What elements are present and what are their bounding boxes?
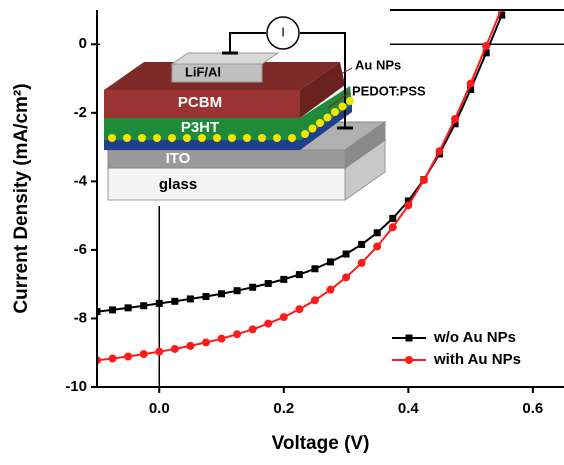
- au-np: [309, 125, 317, 133]
- layer-label: LiF/Al: [185, 64, 221, 79]
- marker: [358, 241, 365, 248]
- au-np: [123, 134, 131, 142]
- y-tick-label: -10: [65, 378, 87, 395]
- marker: [327, 286, 335, 294]
- marker: [156, 300, 163, 307]
- marker: [249, 325, 257, 333]
- marker: [109, 355, 117, 363]
- x-tick-label: 0.4: [398, 400, 420, 417]
- chart: LiF/Al PCBM P3HT ITO glass Au NPs PEDOT:…: [0, 0, 564, 460]
- marker: [125, 304, 132, 311]
- legend-label: w/o Au NPs: [433, 329, 516, 346]
- au-np: [243, 134, 251, 142]
- au-np: [331, 108, 339, 116]
- marker: [358, 259, 366, 267]
- marker: [109, 306, 116, 313]
- au-np: [258, 134, 266, 142]
- marker: [420, 176, 428, 184]
- au-np: [316, 119, 324, 127]
- marker: [342, 273, 350, 281]
- au-np: [339, 103, 347, 111]
- layer-label: glass: [159, 176, 197, 193]
- au-np: [168, 134, 176, 142]
- marker: [296, 271, 303, 278]
- x-tick-label: 0.6: [522, 400, 543, 417]
- au-np: [108, 134, 116, 142]
- layer-label: P3HT: [181, 119, 219, 136]
- marker: [234, 287, 241, 294]
- marker: [140, 350, 148, 358]
- marker: [311, 265, 318, 272]
- marker: [498, 4, 506, 12]
- marker: [373, 242, 381, 250]
- marker: [343, 251, 350, 258]
- device-inset: LiF/Al PCBM P3HT ITO glass Au NPs PEDOT:…: [100, 10, 426, 206]
- marker: [389, 223, 397, 231]
- marker: [374, 229, 381, 236]
- marker: [389, 215, 396, 222]
- au-np: [273, 134, 281, 142]
- marker: [187, 295, 194, 302]
- layer-label: PCBM: [178, 94, 222, 111]
- marker: [155, 348, 163, 356]
- au-np: [138, 134, 146, 142]
- marker: [280, 276, 287, 283]
- x-axis-label: Voltage (V): [272, 433, 370, 454]
- ito-front: [108, 150, 345, 168]
- annotation: Au NPs: [355, 57, 401, 72]
- marker: [295, 305, 303, 313]
- marker: [435, 147, 443, 155]
- marker: [124, 352, 132, 360]
- lif-top: [172, 53, 278, 64]
- marker: [171, 298, 178, 305]
- legend-label: with Au NPs: [433, 351, 521, 368]
- au-np: [228, 134, 236, 142]
- annotation: PEDOT:PSS: [352, 83, 426, 98]
- au-np: [301, 130, 309, 138]
- marker: [202, 338, 210, 346]
- y-tick-label: -8: [74, 309, 87, 326]
- x-tick-label: 0.0: [149, 400, 170, 417]
- marker: [467, 80, 475, 88]
- marker: [186, 342, 194, 350]
- layer-label: ITO: [166, 150, 191, 167]
- y-tick-label: -4: [74, 172, 88, 189]
- marker: [202, 293, 209, 300]
- marker: [171, 345, 179, 353]
- y-axis-label: Current Density (mA/cm²): [11, 83, 32, 313]
- y-tick-label: 0: [79, 35, 87, 52]
- marker: [233, 330, 241, 338]
- ammeter-label: I: [281, 24, 285, 39]
- marker: [404, 201, 412, 209]
- y-tick-label: -6: [74, 241, 87, 258]
- marker: [218, 335, 226, 343]
- legend-marker: [405, 356, 413, 364]
- y-tick-label: -2: [74, 104, 87, 121]
- marker: [249, 284, 256, 291]
- glass-front: [108, 168, 345, 200]
- legend-marker: [406, 335, 413, 342]
- marker: [311, 296, 319, 304]
- marker: [140, 302, 147, 309]
- marker: [264, 320, 272, 328]
- marker: [327, 258, 334, 265]
- x-tick-label: 0.2: [273, 400, 294, 417]
- au-np: [324, 114, 332, 122]
- au-np: [288, 134, 296, 142]
- marker: [451, 115, 459, 123]
- marker: [280, 313, 288, 321]
- marker: [218, 290, 225, 297]
- marker: [482, 42, 490, 50]
- marker: [265, 280, 272, 287]
- au-np: [153, 134, 161, 142]
